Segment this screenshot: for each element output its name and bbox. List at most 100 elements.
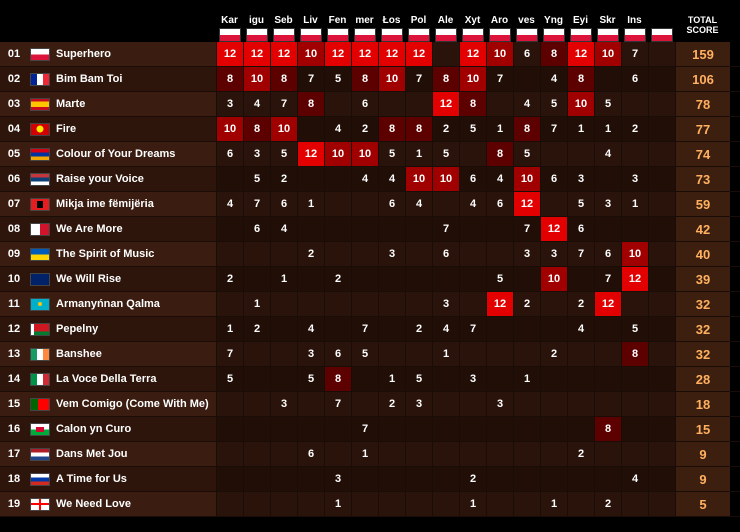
score-cell: 8 xyxy=(459,92,486,116)
jury-header: Ale xyxy=(432,0,459,42)
score-cell: 4 xyxy=(540,67,567,91)
score-cell xyxy=(378,292,405,316)
entry-row: 18A Time for Us3249 xyxy=(0,467,740,492)
total-score: 32 xyxy=(675,292,730,316)
jury-label: Ale xyxy=(438,15,454,26)
score-cell xyxy=(351,217,378,241)
score-cell xyxy=(216,292,243,316)
score-cell xyxy=(405,417,432,441)
score-cell xyxy=(621,92,648,116)
country-flag-icon xyxy=(30,48,50,61)
score-cell xyxy=(324,217,351,241)
header-row: KariguSebLivFenmerŁosPolAleXytArovesYngE… xyxy=(0,0,740,42)
score-cell xyxy=(486,217,513,241)
score-cell: 2 xyxy=(405,317,432,341)
score-cell xyxy=(405,92,432,116)
score-cell xyxy=(648,367,675,391)
score-cell: 10 xyxy=(513,167,540,191)
score-cell: 12 xyxy=(243,42,270,66)
flag-cell xyxy=(28,442,52,466)
score-cell: 12 xyxy=(459,42,486,66)
score-cell xyxy=(513,342,540,366)
score-cell: 10 xyxy=(270,117,297,141)
score-cell: 7 xyxy=(216,342,243,366)
jury-flag-icon xyxy=(651,28,673,42)
jury-flag-icon xyxy=(219,28,241,42)
jury-header: Seb xyxy=(270,0,297,42)
score-cell xyxy=(270,342,297,366)
total-score: 15 xyxy=(675,417,730,441)
score-cell: 3 xyxy=(432,292,459,316)
score-cell: 2 xyxy=(351,117,378,141)
score-cell: 7 xyxy=(405,67,432,91)
score-cell xyxy=(594,467,621,491)
score-cell: 2 xyxy=(270,167,297,191)
score-cell xyxy=(540,142,567,166)
score-cell xyxy=(648,292,675,316)
score-cell xyxy=(594,167,621,191)
jury-label: Eyi xyxy=(573,15,588,26)
score-cell xyxy=(486,342,513,366)
flag-cell xyxy=(28,292,52,316)
score-cell xyxy=(621,217,648,241)
rank: 05 xyxy=(0,142,28,166)
jury-label: Seb xyxy=(274,15,292,26)
score-cell xyxy=(513,267,540,291)
score-cell: 12 xyxy=(270,42,297,66)
score-cell xyxy=(540,442,567,466)
country-flag-icon xyxy=(30,373,50,386)
total-score: 106 xyxy=(675,67,730,91)
score-cell: 7 xyxy=(432,217,459,241)
total-score: 74 xyxy=(675,142,730,166)
score-cell xyxy=(540,317,567,341)
total-score: 40 xyxy=(675,242,730,266)
score-cell: 5 xyxy=(216,367,243,391)
score-cell xyxy=(351,392,378,416)
score-cell: 6 xyxy=(513,42,540,66)
jury-headers: KariguSebLivFenmerŁosPolAleXytArovesYngE… xyxy=(216,0,675,42)
score-cell: 5 xyxy=(243,167,270,191)
score-cell: 1 xyxy=(270,267,297,291)
score-cell xyxy=(459,442,486,466)
score-cell xyxy=(405,267,432,291)
score-cell xyxy=(648,467,675,491)
score-cell xyxy=(324,292,351,316)
score-cell: 12 xyxy=(324,42,351,66)
score-cell xyxy=(351,292,378,316)
score-cell: 5 xyxy=(351,342,378,366)
score-cell: 1 xyxy=(243,292,270,316)
score-cell: 6 xyxy=(243,217,270,241)
score-cell xyxy=(432,417,459,441)
score-cell xyxy=(648,92,675,116)
score-cell: 6 xyxy=(324,342,351,366)
country-flag-icon xyxy=(30,423,50,436)
score-cell: 2 xyxy=(297,242,324,266)
score-cell: 10 xyxy=(486,42,513,66)
total-score: 5 xyxy=(675,492,730,516)
score-cell: 5 xyxy=(270,142,297,166)
score-cell: 4 xyxy=(324,117,351,141)
score-cell xyxy=(432,42,459,66)
score-cell: 2 xyxy=(324,267,351,291)
flag-cell xyxy=(28,392,52,416)
score-cell: 10 xyxy=(324,142,351,166)
rank: 01 xyxy=(0,42,28,66)
score-cell xyxy=(648,167,675,191)
score-cell xyxy=(567,417,594,441)
song-title: Dans Met Jou xyxy=(52,442,216,466)
score-cell: 3 xyxy=(297,342,324,366)
score-cell xyxy=(459,142,486,166)
score-cell xyxy=(216,467,243,491)
entry-row: 08We Are More647712642 xyxy=(0,217,740,242)
jury-header xyxy=(648,0,675,42)
score-cell: 7 xyxy=(540,117,567,141)
score-cell: 12 xyxy=(486,292,513,316)
jury-label: Kar xyxy=(221,15,238,26)
score-cell xyxy=(432,392,459,416)
score-cell: 3 xyxy=(459,367,486,391)
score-cell: 10 xyxy=(243,67,270,91)
jury-label: Aro xyxy=(491,15,508,26)
score-cell: 4 xyxy=(486,167,513,191)
score-cell: 1 xyxy=(513,367,540,391)
score-cell xyxy=(432,367,459,391)
